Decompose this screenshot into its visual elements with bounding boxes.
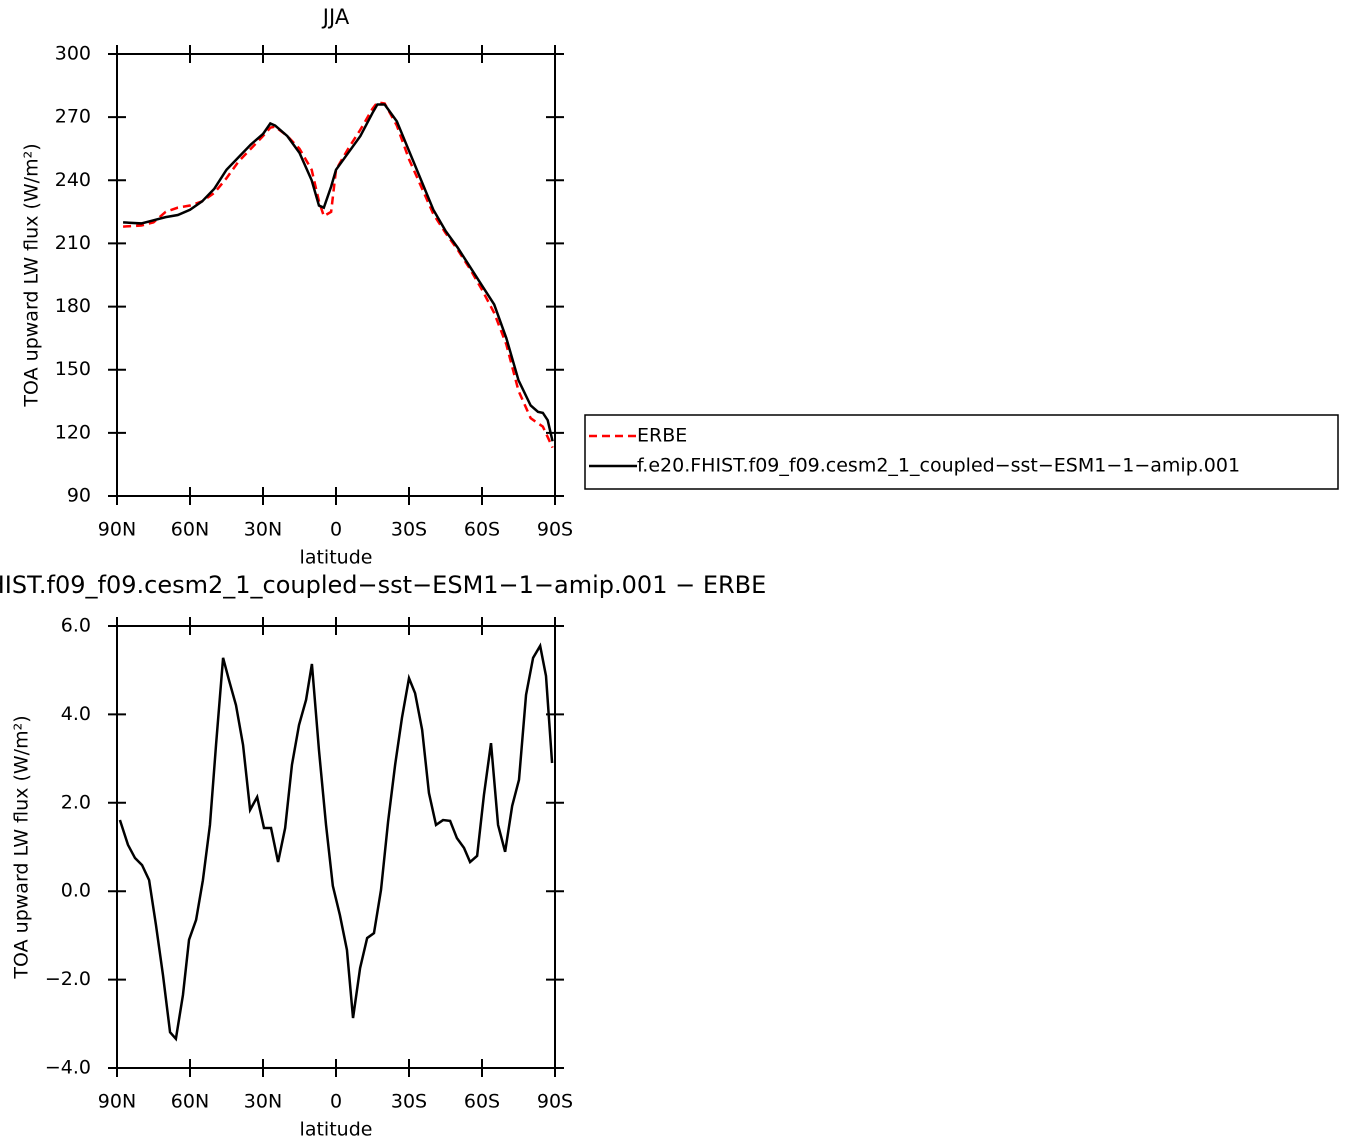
y-tick-label: 120 bbox=[55, 421, 91, 443]
y-tick-label: 180 bbox=[55, 295, 91, 317]
x-tick-label: 60N bbox=[171, 1091, 209, 1113]
x-tick-label: 60N bbox=[171, 519, 209, 541]
y-tick-label: 4.0 bbox=[61, 703, 91, 725]
y-tick-label: 300 bbox=[55, 43, 91, 65]
x-tick-label: 30N bbox=[244, 519, 282, 541]
plot-frame bbox=[116, 53, 556, 497]
x-tick-label: 90S bbox=[537, 1091, 573, 1113]
x-tick-label: 60S bbox=[464, 519, 500, 541]
x-axis-label: latitude bbox=[300, 547, 373, 569]
y-tick-label: −2.0 bbox=[45, 968, 91, 990]
x-tick-label: 90N bbox=[98, 1091, 136, 1113]
x-tick-label: 0 bbox=[330, 519, 342, 541]
data-line bbox=[123, 103, 554, 442]
x-tick-label: 90N bbox=[98, 519, 136, 541]
legend-box bbox=[584, 414, 1339, 490]
y-tick-label: 150 bbox=[55, 358, 91, 380]
x-tick-label: 30S bbox=[391, 519, 427, 541]
legend-label: ERBE bbox=[637, 425, 687, 447]
x-tick-label: 30N bbox=[244, 1091, 282, 1113]
chart-title: JJA bbox=[321, 5, 350, 29]
y-tick-label: 6.0 bbox=[61, 615, 91, 637]
legend-label: f.e20.FHIST.f09_f09.cesm2_1_coupled−sst−… bbox=[637, 455, 1240, 477]
x-axis-label: latitude bbox=[300, 1119, 373, 1141]
x-tick-label: 0 bbox=[330, 1091, 342, 1113]
y-tick-label: 2.0 bbox=[61, 791, 91, 813]
y-tick-label: −4.0 bbox=[45, 1057, 91, 1079]
y-axis-label: TOA upward LW flux (W/m²) bbox=[11, 715, 33, 979]
y-tick-label: 0.0 bbox=[61, 880, 91, 902]
y-tick-label: 210 bbox=[55, 232, 91, 254]
x-tick-label: 60S bbox=[464, 1091, 500, 1113]
y-axis-label: TOA upward LW flux (W/m²) bbox=[21, 143, 43, 407]
data-line bbox=[123, 101, 554, 449]
y-tick-label: 90 bbox=[67, 485, 91, 507]
chart-title: f.e20.FHIST.f09_f09.cesm2_1_coupled−sst−… bbox=[0, 571, 766, 599]
y-tick-label: 240 bbox=[55, 169, 91, 191]
y-tick-label: 270 bbox=[55, 106, 91, 128]
plot-frame bbox=[116, 625, 556, 1069]
x-tick-label: 90S bbox=[537, 519, 573, 541]
x-tick-label: 30S bbox=[391, 1091, 427, 1113]
data-line bbox=[118, 642, 554, 1042]
